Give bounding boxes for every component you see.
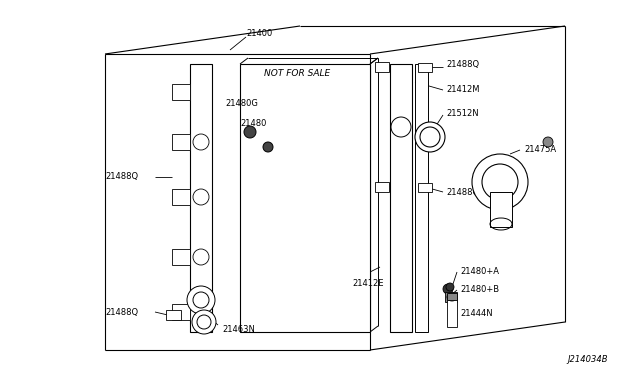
Text: 21400: 21400	[246, 29, 272, 38]
Bar	[240, 64, 370, 332]
Bar	[447, 293, 457, 300]
Text: 21488Q: 21488Q	[446, 187, 479, 196]
Bar	[172, 189, 190, 205]
Text: 21463N: 21463N	[222, 326, 255, 334]
Circle shape	[472, 154, 528, 210]
Circle shape	[391, 117, 411, 137]
Text: 21444N: 21444N	[460, 310, 493, 318]
Text: 21480+B: 21480+B	[460, 285, 499, 295]
Bar	[418, 183, 432, 192]
Text: J214034B: J214034B	[568, 356, 608, 365]
Bar	[447, 297, 457, 327]
Circle shape	[193, 189, 209, 205]
Text: 21475A: 21475A	[524, 145, 556, 154]
Text: 21412E: 21412E	[352, 279, 383, 289]
Circle shape	[263, 142, 273, 152]
Text: 21480G: 21480G	[225, 99, 258, 109]
Circle shape	[192, 310, 216, 334]
Text: 21480+A: 21480+A	[460, 267, 499, 276]
Bar	[190, 64, 212, 332]
Bar	[415, 64, 428, 332]
Circle shape	[415, 122, 445, 152]
Circle shape	[193, 249, 209, 265]
Text: 21512N: 21512N	[446, 109, 479, 119]
Circle shape	[420, 127, 440, 147]
Circle shape	[482, 164, 518, 200]
Text: 21480: 21480	[240, 119, 266, 128]
Bar	[172, 249, 190, 265]
Bar	[172, 84, 190, 100]
Bar	[490, 192, 512, 227]
Circle shape	[193, 134, 209, 150]
Text: 21488Q: 21488Q	[105, 308, 138, 317]
Bar	[172, 134, 190, 150]
Bar	[445, 292, 457, 302]
Circle shape	[446, 283, 454, 291]
Circle shape	[443, 284, 453, 294]
Text: 21412M: 21412M	[446, 84, 479, 93]
Bar	[375, 62, 389, 72]
Circle shape	[543, 137, 553, 147]
Circle shape	[244, 126, 256, 138]
Bar	[375, 182, 389, 192]
Bar	[390, 64, 412, 332]
Circle shape	[193, 292, 209, 308]
Circle shape	[187, 286, 215, 314]
Bar	[418, 63, 432, 72]
Bar	[166, 310, 181, 320]
Text: 21488Q: 21488Q	[446, 60, 479, 68]
Text: NOT FOR SALE: NOT FOR SALE	[264, 70, 330, 78]
Text: 21488Q: 21488Q	[105, 173, 138, 182]
Bar	[172, 304, 190, 320]
Circle shape	[197, 315, 211, 329]
